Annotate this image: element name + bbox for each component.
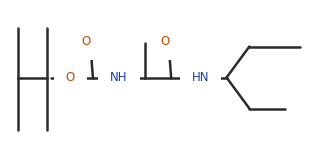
Text: O: O [160, 35, 169, 48]
Text: NH: NH [110, 71, 128, 84]
Text: HN: HN [192, 71, 209, 84]
Text: O: O [66, 71, 75, 84]
Text: O: O [82, 35, 91, 48]
